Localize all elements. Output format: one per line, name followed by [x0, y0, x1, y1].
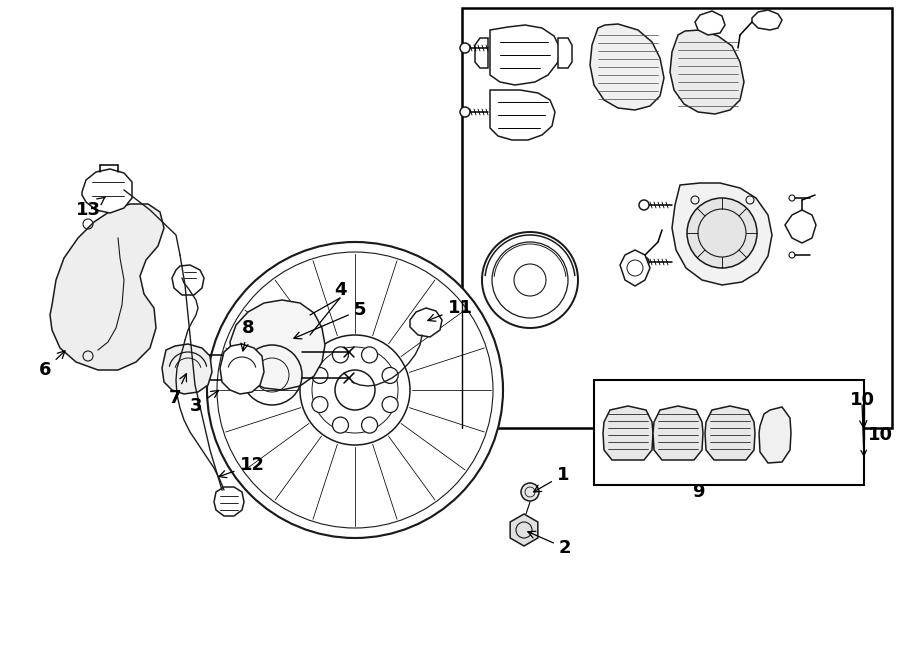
- Polygon shape: [475, 38, 488, 68]
- Circle shape: [460, 43, 470, 53]
- Text: 2: 2: [527, 531, 572, 557]
- Text: 10: 10: [850, 391, 875, 428]
- Text: 8: 8: [241, 319, 255, 351]
- Circle shape: [188, 374, 200, 386]
- Text: 10: 10: [868, 426, 893, 444]
- Circle shape: [188, 349, 200, 361]
- Polygon shape: [590, 24, 664, 110]
- Circle shape: [332, 347, 348, 363]
- Circle shape: [312, 368, 328, 383]
- Polygon shape: [620, 250, 650, 286]
- Polygon shape: [695, 11, 725, 35]
- Text: 11: 11: [428, 299, 473, 321]
- Polygon shape: [670, 30, 744, 114]
- Polygon shape: [82, 169, 132, 213]
- Circle shape: [639, 257, 649, 267]
- Polygon shape: [785, 210, 816, 243]
- Polygon shape: [172, 265, 204, 295]
- Polygon shape: [653, 406, 703, 460]
- Circle shape: [332, 417, 348, 433]
- Polygon shape: [558, 38, 572, 68]
- Text: 1: 1: [534, 466, 569, 492]
- Polygon shape: [752, 10, 782, 30]
- Polygon shape: [490, 90, 555, 140]
- Circle shape: [207, 242, 503, 538]
- Polygon shape: [162, 344, 212, 394]
- Text: 13: 13: [76, 197, 105, 219]
- Polygon shape: [510, 514, 538, 546]
- Polygon shape: [603, 406, 653, 460]
- Bar: [462, 8, 892, 428]
- Polygon shape: [410, 308, 442, 337]
- Bar: [594, 380, 864, 485]
- Text: 6: 6: [39, 351, 65, 379]
- Polygon shape: [220, 344, 264, 394]
- Circle shape: [460, 107, 470, 117]
- Polygon shape: [672, 183, 772, 285]
- Text: 7: 7: [169, 373, 186, 407]
- Polygon shape: [490, 25, 560, 85]
- Text: 4: 4: [334, 281, 346, 299]
- Polygon shape: [230, 300, 325, 390]
- Polygon shape: [214, 487, 244, 516]
- Circle shape: [639, 200, 649, 210]
- Text: 12: 12: [219, 456, 265, 478]
- Text: 9: 9: [692, 483, 704, 501]
- Polygon shape: [759, 407, 791, 463]
- Circle shape: [335, 370, 375, 410]
- Circle shape: [300, 335, 410, 445]
- Polygon shape: [50, 204, 164, 370]
- Circle shape: [521, 483, 539, 501]
- Text: 3: 3: [190, 391, 219, 415]
- Circle shape: [687, 198, 757, 268]
- Circle shape: [362, 347, 377, 363]
- Circle shape: [312, 397, 328, 412]
- Polygon shape: [705, 406, 755, 460]
- Circle shape: [382, 397, 398, 412]
- Text: 5: 5: [293, 301, 366, 339]
- Circle shape: [382, 368, 398, 383]
- Circle shape: [362, 417, 377, 433]
- Circle shape: [482, 232, 578, 328]
